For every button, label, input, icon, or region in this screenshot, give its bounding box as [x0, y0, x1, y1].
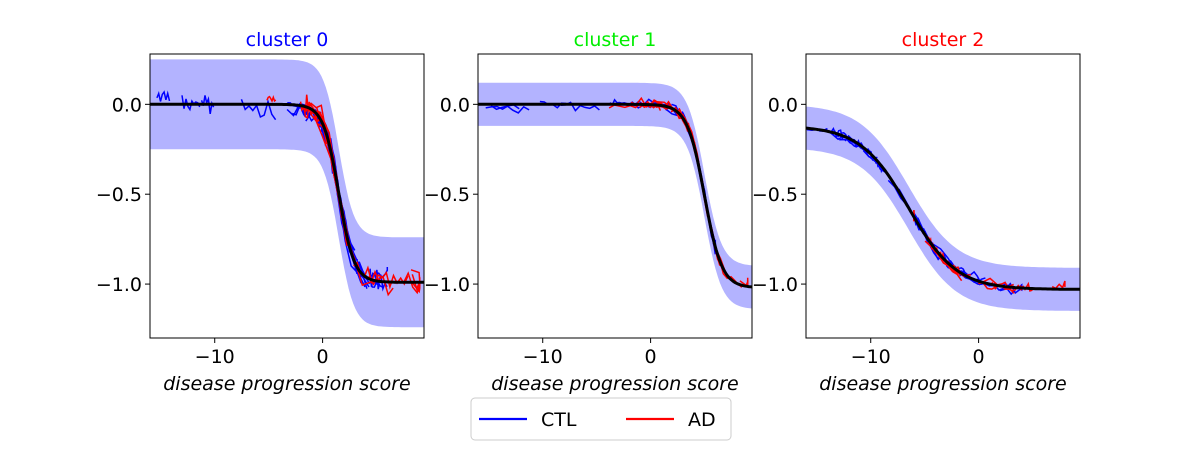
confidence-band — [478, 82, 752, 309]
y-tick-label: −1.0 — [96, 274, 142, 296]
plot-area — [478, 82, 752, 309]
trajectory-ad — [266, 94, 277, 103]
legend-label-ctl: CTL — [541, 409, 577, 431]
fit-curve — [478, 102, 752, 289]
legend-frame — [470, 397, 732, 441]
fit-curve — [806, 126, 1080, 291]
trajectory-ad — [1051, 280, 1066, 290]
y-tick-label: −0.5 — [96, 184, 142, 206]
x-tick-label: 0 — [973, 346, 985, 368]
y-tick-label: 0.0 — [440, 94, 470, 116]
y-tick-label: −0.5 — [424, 184, 470, 206]
x-tick-label: −10 — [851, 346, 891, 368]
axes-frame — [477, 53, 753, 339]
trajectory-ctl — [240, 98, 277, 121]
legend-label-ad: AD — [688, 409, 716, 431]
x-axis-label: disease progression score — [163, 373, 411, 395]
y-tick-label: 0.0 — [112, 94, 142, 116]
fit-curve — [150, 102, 424, 284]
panel-title: cluster 1 — [574, 29, 657, 51]
x-tick-label: 0 — [645, 346, 657, 368]
trajectory-ctl — [156, 90, 171, 102]
panel-title: cluster 2 — [902, 29, 985, 51]
y-tick-label: −0.5 — [752, 184, 798, 206]
panel-0: −10 0 0.0 −0.5 −1.0 cluster 0 disease progress… — [96, 29, 425, 395]
x-axis-label: disease progression score — [819, 373, 1067, 395]
legend: CTL AD — [470, 397, 732, 441]
y-tick-label: −1.0 — [424, 274, 470, 296]
trajectory-ctl — [490, 105, 530, 114]
panel-2: −10 0 0.0 −0.5 −1.0 cluster 2 disease progress… — [752, 29, 1081, 395]
axes-frame — [149, 53, 425, 339]
x-axis-label: disease progression score — [491, 373, 739, 395]
y-tick-label: −1.0 — [752, 274, 798, 296]
axes-frame — [805, 53, 1081, 339]
y-tick-label: 0.0 — [768, 94, 798, 116]
panel-title: cluster 0 — [246, 29, 329, 51]
trajectory-ctl — [369, 274, 388, 292]
plot-area — [806, 106, 1080, 311]
plot-area — [150, 59, 424, 328]
x-tick-label: −10 — [523, 346, 563, 368]
panel-1: −10 0 0.0 −0.5 −1.0 cluster 1 disease progress… — [424, 29, 753, 395]
x-tick-label: −10 — [195, 346, 235, 368]
x-tick-label: 0 — [317, 346, 329, 368]
